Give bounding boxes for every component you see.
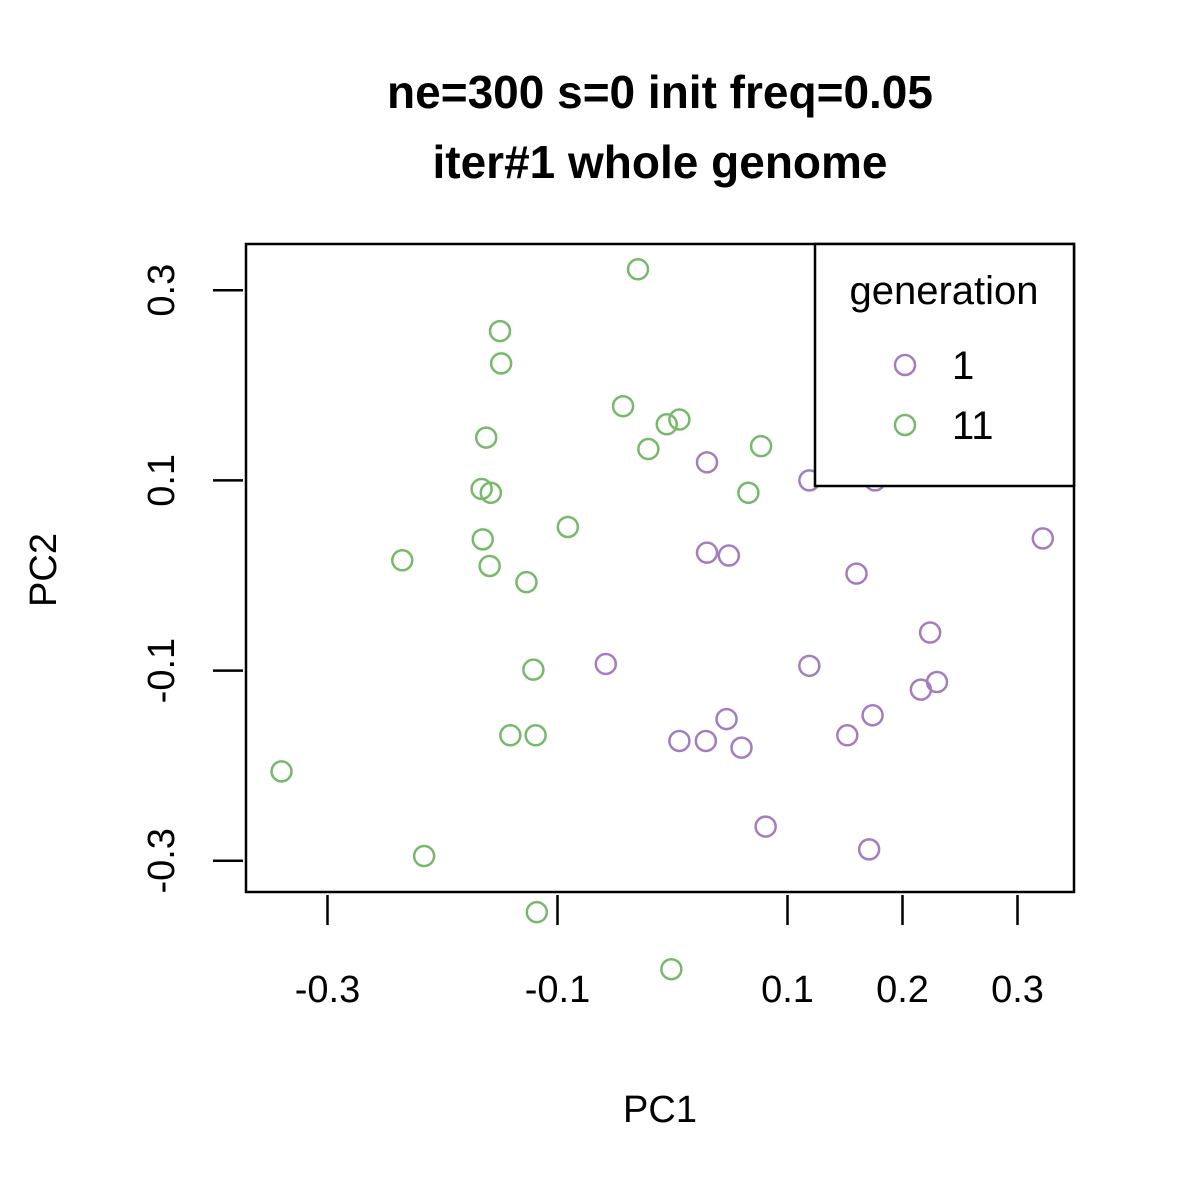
- x-tick-label: 0.1: [761, 969, 814, 1011]
- data-point-gen-11: [525, 900, 549, 924]
- data-point-gen-1: [668, 729, 691, 753]
- data-point-gen-11: [749, 434, 773, 458]
- data-point-gen-11: [637, 437, 660, 461]
- data-point-gen-11: [626, 258, 650, 281]
- y-tick-label: -0.3: [141, 828, 183, 893]
- data-point-gen-1: [715, 707, 738, 731]
- x-tick-label: -0.3: [295, 969, 360, 1011]
- data-point-gen-1: [918, 621, 942, 644]
- data-point-gen-11: [270, 760, 293, 783]
- data-point-gen-11: [737, 481, 760, 505]
- legend-marker-11: [893, 413, 917, 437]
- data-point-gen-11: [655, 413, 678, 436]
- data-point-gen-11: [660, 957, 683, 981]
- data-point-gen-11: [471, 528, 494, 551]
- data-point-gen-1: [694, 729, 718, 753]
- data-point-gen-1: [836, 724, 859, 747]
- data-point-gen-1: [798, 654, 821, 678]
- data-point-gen-11: [489, 352, 513, 375]
- chart-title-line1: ne=300 s=0 init freq=0.05: [387, 66, 933, 118]
- legend-box: [813, 242, 1076, 488]
- data-point-gen-1: [695, 541, 719, 564]
- data-point-gen-11: [412, 844, 436, 868]
- y-tick-label: -0.1: [141, 638, 183, 703]
- y-axis: -0.3 -0.1 0.1 0.3: [141, 264, 243, 894]
- data-point-gen-11: [391, 549, 414, 572]
- y-axis-label: PC2: [23, 533, 65, 607]
- data-point-gen-1: [925, 670, 949, 694]
- legend-marker-1: [893, 353, 917, 377]
- data-point-gen-11: [474, 426, 498, 449]
- plot-frame: [244, 242, 1076, 894]
- data-point-gen-1: [730, 736, 753, 759]
- x-tick-label: 0.2: [876, 969, 929, 1011]
- data-point-gen-1: [1031, 527, 1055, 550]
- data-point-gen-11: [668, 408, 691, 431]
- data-point-gen-1: [695, 451, 719, 474]
- data-point-gen-11: [556, 515, 580, 539]
- data-point-gen-11: [524, 724, 547, 747]
- data-point-gen-1: [717, 544, 741, 567]
- data-point-gen-1: [594, 652, 618, 676]
- data-point-gen-11: [522, 658, 545, 681]
- data-point-gen-11: [611, 394, 635, 418]
- legend-label-11: 11: [952, 404, 994, 448]
- chart-title-line2: iter#1 whole genome: [432, 136, 887, 188]
- data-point-gen-1: [754, 815, 777, 838]
- x-axis-label: PC1: [623, 1089, 697, 1131]
- legend-label-1: 1: [952, 344, 974, 388]
- data-point-gen-11: [478, 554, 501, 578]
- data-point-gen-11: [499, 724, 522, 747]
- y-tick-label: 0.1: [141, 454, 183, 507]
- x-tick-label: -0.1: [525, 969, 590, 1011]
- data-point-gen-1: [857, 838, 881, 861]
- data-point-gen-11: [488, 319, 512, 343]
- data-point-gen-1: [861, 704, 884, 727]
- x-tick-label: 0.3: [991, 969, 1044, 1011]
- data-point-gen-11: [479, 481, 503, 505]
- data-point-gen-1: [845, 562, 868, 585]
- legend: generation 111: [813, 242, 1076, 488]
- data-point-gen-11: [515, 570, 538, 594]
- legend-title: generation: [849, 269, 1038, 313]
- y-tick-label: 0.3: [141, 264, 183, 317]
- x-axis: -0.3 -0.1 0.1 0.2 0.3: [295, 895, 1044, 1011]
